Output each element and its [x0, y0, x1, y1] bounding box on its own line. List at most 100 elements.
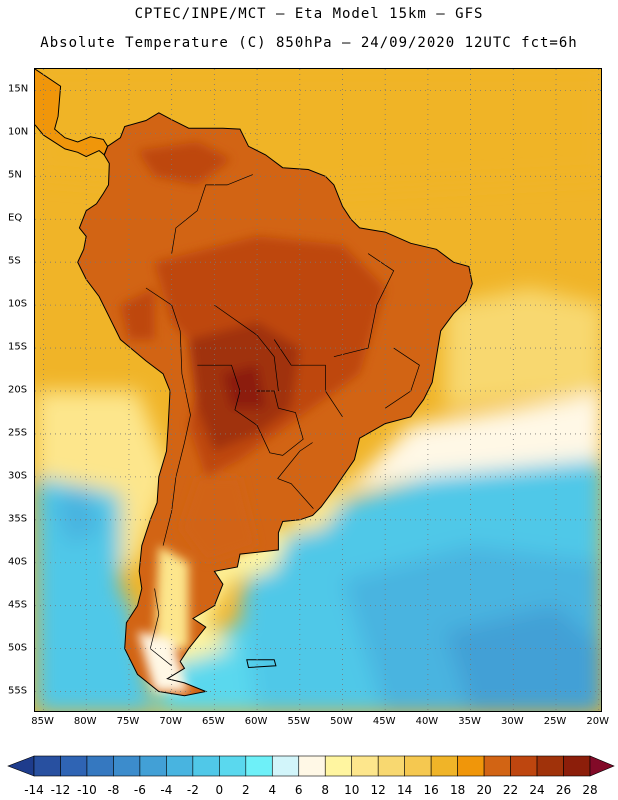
colorbar-swatch: [192, 755, 220, 777]
lon-label: 70W: [159, 716, 182, 727]
colorbar-tick-label: 28: [582, 783, 598, 797]
land-region-5: [120, 288, 155, 340]
border-line-7: [273, 339, 343, 417]
colorbar-tick-label: -8: [107, 783, 120, 797]
colorbar-tick-label: -10: [77, 783, 97, 797]
colorbar-arrow-low: [7, 755, 35, 777]
lat-label: 15S: [8, 341, 28, 353]
lon-label: 60W: [244, 716, 268, 727]
colorbar-arrow-high: [589, 755, 615, 777]
colorbar-tick-label: 10: [344, 783, 360, 797]
colorbar-tick-label: 8: [321, 783, 330, 797]
colorbar-tick-label: 4: [268, 783, 277, 797]
lon-label: 75W: [116, 716, 140, 727]
colorbar-swatch: [430, 755, 458, 777]
colorbar-tick-label: 6: [294, 783, 303, 797]
lon-label: 80W: [73, 716, 97, 727]
central-america-land: [35, 69, 108, 157]
falkland-islands: [246, 659, 277, 669]
lon-label: 25W: [543, 716, 567, 727]
south-america-coastline: [77, 112, 473, 697]
colorbar-swatch: [166, 755, 194, 777]
colorbar-tick-label: -12: [50, 783, 71, 797]
lat-label: 45S: [8, 599, 28, 611]
colorbar-tick-label: 22: [502, 783, 519, 797]
central-america-pacific-coast: [35, 124, 105, 158]
border-line-2: [234, 390, 304, 456]
border-line-9: [197, 364, 241, 392]
colorbar-swatch: [60, 755, 88, 777]
temperature-shading: [35, 69, 601, 711]
colorbar-tick-label: 24: [529, 783, 545, 797]
colorbar-tick-label: -2: [186, 783, 199, 797]
lat-label: 5N: [8, 169, 22, 181]
colorbar-swatch: [271, 755, 300, 777]
border-line-10: [149, 588, 172, 667]
central-america-coastline: [35, 69, 109, 156]
colorbar-tick-label: 20: [476, 783, 492, 797]
colorbar-swatch: [457, 755, 485, 777]
lon-label: 30W: [501, 716, 524, 727]
border-line-3: [277, 478, 314, 509]
lat-label: 10S: [8, 298, 28, 310]
land-shading: [35, 69, 473, 696]
land-region-4: [180, 476, 258, 563]
land-region-6: [154, 545, 189, 649]
field-smooth: [35, 69, 601, 711]
colorbar-swatch: [113, 755, 141, 777]
lon-label: 40W: [415, 716, 439, 727]
lat-label: 25S: [8, 427, 28, 439]
colorbar-swatch: [351, 755, 379, 777]
colorbar: [7, 755, 615, 777]
colorbar-tick-label: 26: [555, 783, 572, 797]
border-line-5: [214, 304, 279, 392]
lon-label: 85W: [31, 716, 54, 727]
border-line-4: [277, 442, 313, 479]
colorbar-swatch: [86, 755, 114, 777]
land-region-3: [137, 142, 232, 185]
lat-label: 5S: [8, 255, 21, 267]
map-title-line2: Absolute Temperature (C) 850hPa – 24/09/…: [40, 35, 578, 51]
temperature-map: [34, 68, 602, 712]
coastline: [35, 69, 473, 697]
lon-label: 20W: [586, 716, 610, 727]
colorbar-swatch: [563, 755, 591, 777]
temperature-field: [35, 69, 601, 711]
colorbar-swatch: [510, 755, 538, 777]
colorbar-tick-label: 0: [215, 783, 224, 797]
colorbar-swatch: [483, 755, 511, 777]
colorbar-swatch: [324, 755, 353, 777]
colorbar-tick-label: 12: [370, 783, 386, 797]
field-region-3: [52, 485, 104, 546]
lon-label: 35W: [458, 716, 481, 727]
lat-label: 35S: [8, 513, 28, 525]
lat-label: 50S: [8, 642, 28, 654]
lon-label: 65W: [202, 716, 225, 727]
colorbar-tick-label: -14: [24, 783, 44, 797]
colorbar-tick-label: 16: [423, 783, 439, 797]
lat-label: 30S: [8, 470, 28, 482]
border-line-0: [145, 287, 191, 546]
field-region-10: [445, 288, 601, 409]
lat-label: EQ: [8, 212, 23, 224]
colorbar-swatch: [245, 755, 273, 777]
land-region-7: [137, 631, 189, 692]
colorbar-swatch: [219, 755, 247, 777]
lat-label: 40S: [8, 556, 28, 568]
colorbar-swatch: [33, 755, 61, 777]
lon-label: 55W: [287, 716, 311, 727]
colorbar-tick-label: 14: [397, 783, 413, 797]
field-region-4: [35, 579, 155, 711]
lat-label: 20S: [8, 384, 28, 396]
lon-label: 50W: [330, 716, 353, 727]
colorbar-swatch: [536, 755, 564, 777]
border-line-6: [333, 253, 395, 358]
lon-label: 45W: [372, 716, 396, 727]
lat-label: 15N: [8, 83, 29, 95]
land-region-2: [222, 365, 266, 409]
colorbar-swatch: [404, 755, 432, 777]
colorbar-tick-label: -4: [160, 783, 173, 797]
field-region-9: [342, 391, 601, 494]
colorbar-tick-label: 18: [449, 783, 466, 797]
lat-label: 10N: [8, 126, 29, 138]
